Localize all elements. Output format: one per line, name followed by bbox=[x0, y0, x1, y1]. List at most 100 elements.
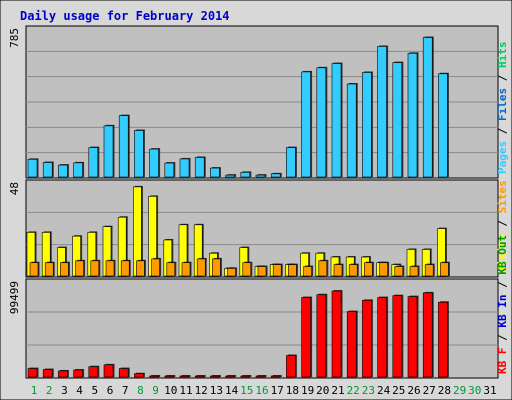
bar-sites-day-21 bbox=[333, 264, 343, 277]
day-label-20: 20 bbox=[316, 384, 329, 397]
bar-kb-f-day-26 bbox=[407, 296, 418, 378]
day-label-11: 11 bbox=[179, 384, 192, 397]
bar-pages-day-13 bbox=[210, 167, 220, 178]
panel-kbytes: 99499 KB F / KB In / KB Out bbox=[8, 235, 509, 379]
bar-sites-day-23 bbox=[364, 262, 373, 277]
y-max-label: 785 bbox=[8, 28, 21, 48]
y-max-label: 48 bbox=[8, 182, 21, 195]
panel-visits: 48 Visits / Sites bbox=[8, 179, 509, 278]
bar-pages-day-19 bbox=[301, 71, 311, 178]
bar-kb-f-day-6 bbox=[103, 364, 114, 378]
bar-pages-day-1 bbox=[27, 159, 38, 178]
day-label-21: 21 bbox=[331, 384, 344, 397]
bar-kb-f-day-14 bbox=[225, 375, 235, 378]
legend-entry: Sites bbox=[496, 180, 509, 213]
bar-kb-f-day-12 bbox=[194, 375, 205, 378]
legend-entry: Hits bbox=[496, 42, 509, 69]
day-label-6: 6 bbox=[107, 384, 114, 397]
bar-kb-f-day-4 bbox=[73, 369, 83, 378]
day-label-25: 25 bbox=[392, 384, 405, 397]
bar-pages-day-5 bbox=[88, 147, 99, 178]
chart-title: Daily usage for February 2014 bbox=[20, 9, 230, 23]
bar-sites-day-10 bbox=[166, 262, 176, 277]
day-label-16: 16 bbox=[255, 384, 268, 397]
bar-sites-day-25 bbox=[394, 266, 404, 277]
bar-kb-f-day-16 bbox=[255, 375, 266, 378]
bar-sites-day-14 bbox=[227, 268, 236, 277]
bar-kb-f-day-7 bbox=[118, 368, 129, 378]
legend-entry: / bbox=[496, 213, 509, 233]
bar-pages-day-23 bbox=[362, 72, 372, 178]
bar-kb-f-day-13 bbox=[210, 375, 220, 378]
day-label-4: 4 bbox=[76, 384, 83, 397]
bar-sites-day-7 bbox=[120, 260, 130, 277]
bar-kb-f-day-2 bbox=[42, 369, 53, 378]
day-label-2: 2 bbox=[46, 384, 53, 397]
bar-sites-day-12 bbox=[196, 258, 206, 277]
bar-kb-f-day-23 bbox=[362, 300, 372, 378]
side-legend: KB F / KB In / KB Out bbox=[496, 235, 509, 374]
day-label-10: 10 bbox=[164, 384, 177, 397]
bar-sites-day-26 bbox=[409, 266, 419, 277]
day-label-31: 31 bbox=[483, 384, 496, 397]
bar-pages-day-22 bbox=[346, 83, 357, 178]
day-label-29: 29 bbox=[453, 384, 466, 397]
bar-kb-f-day-3 bbox=[58, 370, 68, 378]
day-label-23: 23 bbox=[362, 384, 375, 397]
bar-pages-day-6 bbox=[103, 125, 114, 178]
day-label-3: 3 bbox=[61, 384, 68, 397]
legend-entry: / bbox=[496, 328, 509, 348]
side-legend: Pages / Files / Hits bbox=[496, 42, 509, 175]
legend-entry: KB F bbox=[496, 348, 509, 375]
bar-kb-f-day-25 bbox=[392, 295, 403, 378]
bar-pages-day-21 bbox=[331, 63, 342, 178]
day-label-5: 5 bbox=[91, 384, 98, 397]
bar-pages-day-14 bbox=[225, 174, 235, 178]
bar-kb-f-day-17 bbox=[270, 375, 281, 378]
legend-entry: / bbox=[496, 121, 509, 141]
bar-pages-day-18 bbox=[286, 147, 296, 178]
bar-sites-day-6 bbox=[105, 260, 115, 277]
bar-sites-day-3 bbox=[60, 262, 69, 277]
bar-kb-f-day-19 bbox=[301, 297, 311, 378]
bar-pages-day-28 bbox=[438, 73, 448, 178]
bar-pages-day-3 bbox=[58, 164, 68, 178]
bar-pages-day-8 bbox=[134, 130, 144, 178]
bar-sites-day-17 bbox=[272, 264, 282, 277]
bar-kb-f-day-5 bbox=[88, 366, 99, 378]
bar-sites-day-16 bbox=[257, 266, 267, 277]
bar-pages-day-17 bbox=[270, 173, 281, 178]
bar-sites-day-28 bbox=[440, 262, 449, 277]
bar-sites-day-13 bbox=[212, 258, 221, 277]
bar-pages-day-15 bbox=[240, 172, 251, 178]
bar-pages-day-4 bbox=[73, 162, 83, 178]
day-label-9: 9 bbox=[152, 384, 159, 397]
day-label-30: 30 bbox=[468, 384, 481, 397]
legend-entry: Pages bbox=[496, 141, 509, 174]
bar-kb-f-day-18 bbox=[286, 355, 296, 378]
y-max-label: 99499 bbox=[8, 281, 21, 314]
day-label-12: 12 bbox=[195, 384, 208, 397]
legend-entry: Visits bbox=[496, 233, 509, 273]
bar-kb-f-day-24 bbox=[377, 297, 387, 378]
day-label-28: 28 bbox=[438, 384, 451, 397]
bar-sites-day-9 bbox=[151, 258, 160, 277]
day-label-18: 18 bbox=[286, 384, 299, 397]
bar-pages-day-20 bbox=[316, 67, 327, 178]
legend-entry: / bbox=[496, 275, 509, 295]
bar-kb-f-day-1 bbox=[27, 368, 38, 378]
legend-entry: Files bbox=[496, 88, 509, 121]
bar-sites-day-1 bbox=[29, 262, 39, 277]
bar-kb-f-day-10 bbox=[164, 375, 175, 378]
bar-kb-f-day-9 bbox=[149, 375, 159, 378]
day-label-14: 14 bbox=[225, 384, 239, 397]
bar-pages-day-10 bbox=[164, 162, 175, 178]
bar-sites-day-22 bbox=[348, 264, 358, 277]
bar-sites-day-19 bbox=[303, 266, 312, 277]
bar-pages-day-7 bbox=[118, 115, 129, 178]
panel-hits: 785 Pages / Files / Hits bbox=[8, 25, 509, 179]
day-label-13: 13 bbox=[210, 384, 223, 397]
plot-area bbox=[25, 278, 499, 379]
day-label-8: 8 bbox=[137, 384, 144, 397]
